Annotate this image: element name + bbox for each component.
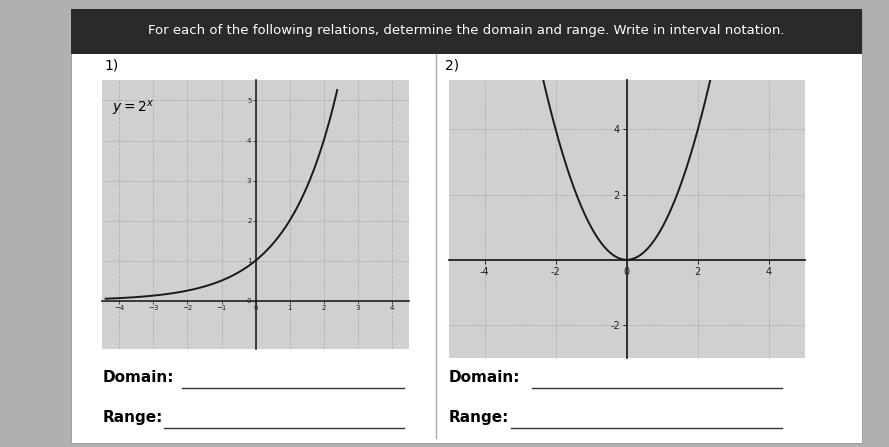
Text: 2): 2): [444, 58, 459, 72]
Text: $y=2^x$: $y=2^x$: [113, 99, 155, 118]
Text: 1): 1): [105, 58, 119, 72]
Text: For each of the following relations, determine the domain and range. Write in in: For each of the following relations, det…: [148, 24, 785, 37]
Text: Range:: Range:: [449, 410, 509, 426]
Text: Domain:: Domain:: [449, 370, 520, 385]
Text: Domain:: Domain:: [102, 370, 173, 385]
Text: Range:: Range:: [102, 410, 163, 426]
